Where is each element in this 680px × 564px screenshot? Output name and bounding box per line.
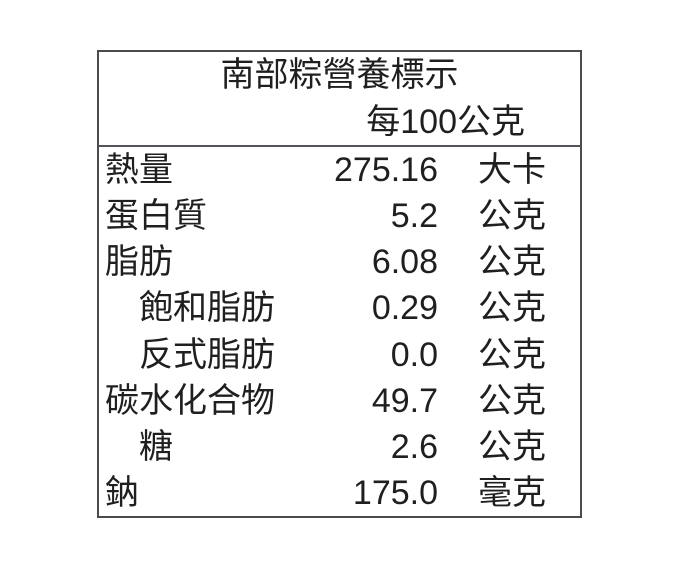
nutrition-row-fat: 脂肪 6.08 公克 — [99, 239, 580, 285]
nutrient-unit: 公克 — [478, 289, 546, 328]
nutrient-unit: 大卡 — [478, 151, 546, 190]
nutrition-row-sodium: 鈉 175.0 毫克 — [99, 470, 580, 516]
nutrition-label-header: 南部粽營養標示 每100公克 — [99, 52, 580, 147]
nutrition-row-protein: 蛋白質 5.2 公克 — [99, 193, 580, 239]
nutrient-value: 49.7 — [371, 381, 438, 420]
nutrient-value: 0.0 — [390, 335, 438, 374]
nutrition-label-title: 南部粽營養標示 — [220, 56, 459, 95]
nutrient-name: 糖 — [139, 427, 173, 466]
nutrient-unit: 公克 — [478, 243, 546, 282]
nutrition-row-saturated-fat: 飽和脂肪 0.29 公克 — [99, 285, 580, 331]
nutrient-name: 碳水化合物 — [105, 381, 275, 420]
nutrient-unit: 公克 — [478, 381, 546, 420]
nutrient-name: 熱量 — [105, 151, 173, 190]
nutrition-row-sugar: 糖 2.6 公克 — [99, 424, 580, 470]
nutrient-value: 2.6 — [390, 427, 438, 466]
nutrition-rows: 熱量 275.16 大卡 蛋白質 5.2 公克 脂肪 6.08 公克 飽和脂肪 … — [99, 147, 580, 516]
nutrient-value: 275.16 — [334, 151, 438, 190]
nutrition-row-carbohydrate: 碳水化合物 49.7 公克 — [99, 378, 580, 424]
nutrient-name: 飽和脂肪 — [139, 289, 275, 328]
nutrient-unit: 公克 — [478, 335, 546, 374]
serving-size-text: 每100公克 — [366, 102, 525, 141]
nutrient-value: 0.29 — [371, 289, 438, 328]
nutrition-label: 南部粽營養標示 每100公克 熱量 275.16 大卡 蛋白質 5.2 公克 脂… — [97, 50, 582, 518]
nutrient-name: 蛋白質 — [105, 197, 207, 236]
nutrient-unit: 公克 — [478, 427, 546, 466]
nutrient-unit: 公克 — [478, 197, 546, 236]
nutrient-value: 6.08 — [371, 243, 438, 282]
nutrition-row-trans-fat: 反式脂肪 0.0 公克 — [99, 332, 580, 378]
nutrient-unit: 毫克 — [478, 473, 546, 512]
nutrient-name: 鈉 — [105, 473, 139, 512]
nutrient-name: 反式脂肪 — [139, 335, 275, 374]
nutrient-value: 5.2 — [390, 197, 438, 236]
nutrient-name: 脂肪 — [105, 243, 173, 282]
nutrition-row-calories: 熱量 275.16 大卡 — [99, 147, 580, 193]
nutrient-value: 175.0 — [352, 473, 438, 512]
